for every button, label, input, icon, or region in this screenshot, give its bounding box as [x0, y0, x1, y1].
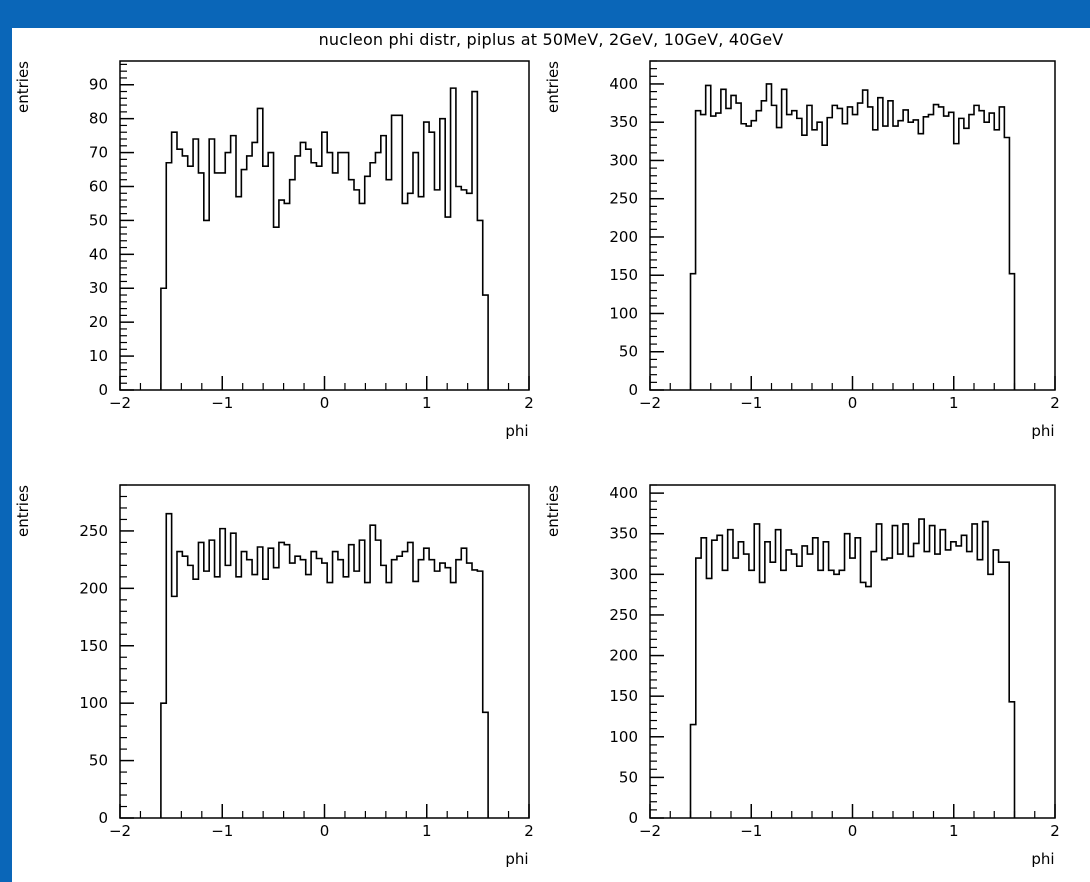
x-tick-label: 2	[524, 394, 534, 412]
x-tick-label: 0	[848, 394, 858, 412]
y-tick-label: 40	[89, 245, 108, 263]
x-axis-label: phi	[505, 422, 528, 440]
x-tick-label: −2	[109, 394, 131, 412]
y-tick-label: 150	[79, 637, 108, 655]
x-tick-label: −1	[211, 822, 233, 840]
x-tick-label: −2	[639, 822, 661, 840]
y-tick-label: 100	[609, 304, 638, 322]
y-axis-label: entries	[544, 485, 562, 537]
histogram-series	[689, 83, 1016, 390]
chart-panel-top-right: −2 −1 0 1 2 0 50 100 150 200 250 300 350 400 phi entrie…	[544, 60, 1060, 440]
y-tick-label: 350	[609, 525, 638, 543]
y-tick-label: 150	[609, 266, 638, 284]
chart-panel-bottom-right: −2 −1 0 1 2 0 50 100 150 200 250 300 350 400 phi entrie…	[544, 484, 1060, 868]
axes-frame	[649, 484, 1056, 819]
y-tick-label: 200	[609, 647, 638, 665]
x-tick-label: 1	[422, 394, 432, 412]
x-tick-label: 1	[949, 822, 959, 840]
histogram-series	[689, 518, 1016, 818]
y-tick-label: 50	[619, 768, 638, 786]
x-tick-label: −2	[639, 394, 661, 412]
y-tick-label: 90	[89, 76, 108, 94]
x-tick-label: 2	[1050, 394, 1060, 412]
y-tick-label: 50	[619, 343, 638, 361]
y-tick-label: 100	[609, 728, 638, 746]
y-tick-label: 0	[98, 809, 108, 827]
x-tick-label: 0	[848, 822, 858, 840]
y-axis-label: entries	[14, 61, 32, 113]
y-tick-label: 30	[89, 279, 108, 297]
y-tick-label: 300	[609, 565, 638, 583]
y-tick-label: 80	[89, 110, 108, 128]
x-axis-label: phi	[1031, 422, 1054, 440]
x-tick-label: 1	[422, 822, 432, 840]
y-tick-label: 10	[89, 347, 108, 365]
x-tick-label: −1	[211, 394, 233, 412]
x-tick-label: 2	[524, 822, 534, 840]
y-axis-label: entries	[14, 485, 32, 537]
y-tick-label: 250	[609, 606, 638, 624]
x-tick-label: −1	[740, 394, 762, 412]
x-tick-label: −2	[109, 822, 131, 840]
figure-title: nucleon phi distr, piplus at 50MeV, 2GeV…	[318, 30, 784, 49]
x-axis-label: phi	[1031, 850, 1054, 868]
histogram-series	[160, 512, 489, 818]
y-tick-label: 150	[609, 687, 638, 705]
x-tick-label: 2	[1050, 822, 1060, 840]
axes-frame	[119, 60, 530, 391]
y-tick-label: 200	[79, 579, 108, 597]
y-tick-label: 250	[609, 190, 638, 208]
y-tick-label: 0	[98, 381, 108, 399]
y-tick-label: 250	[79, 522, 108, 540]
y-tick-label: 300	[609, 151, 638, 169]
x-tick-label: 0	[320, 822, 330, 840]
y-tick-label: 0	[628, 809, 638, 827]
y-tick-label: 400	[609, 75, 638, 93]
y-tick-label: 60	[89, 177, 108, 195]
y-tick-label: 350	[609, 113, 638, 131]
axes-frame	[119, 484, 530, 819]
y-tick-label: 50	[89, 211, 108, 229]
y-axis-label: entries	[544, 61, 562, 113]
y-tick-label: 20	[89, 313, 108, 331]
plot-canvas: nucleon phi distr, piplus at 50MeV, 2GeV…	[12, 28, 1090, 882]
x-tick-label: −1	[740, 822, 762, 840]
y-tick-label: 0	[628, 381, 638, 399]
y-tick-label: 400	[609, 484, 638, 502]
y-tick-label: 100	[79, 694, 108, 712]
y-tick-label: 70	[89, 144, 108, 162]
y-tick-label: 200	[609, 228, 638, 246]
x-axis-label: phi	[505, 850, 528, 868]
x-tick-label: 0	[320, 394, 330, 412]
histogram-series	[160, 87, 489, 390]
x-tick-label: 1	[949, 394, 959, 412]
y-tick-label: 50	[89, 752, 108, 770]
chart-panel-bottom-left: −2 −1 0 1 2 0 50 100 150 200 250 phi entries	[14, 484, 534, 868]
